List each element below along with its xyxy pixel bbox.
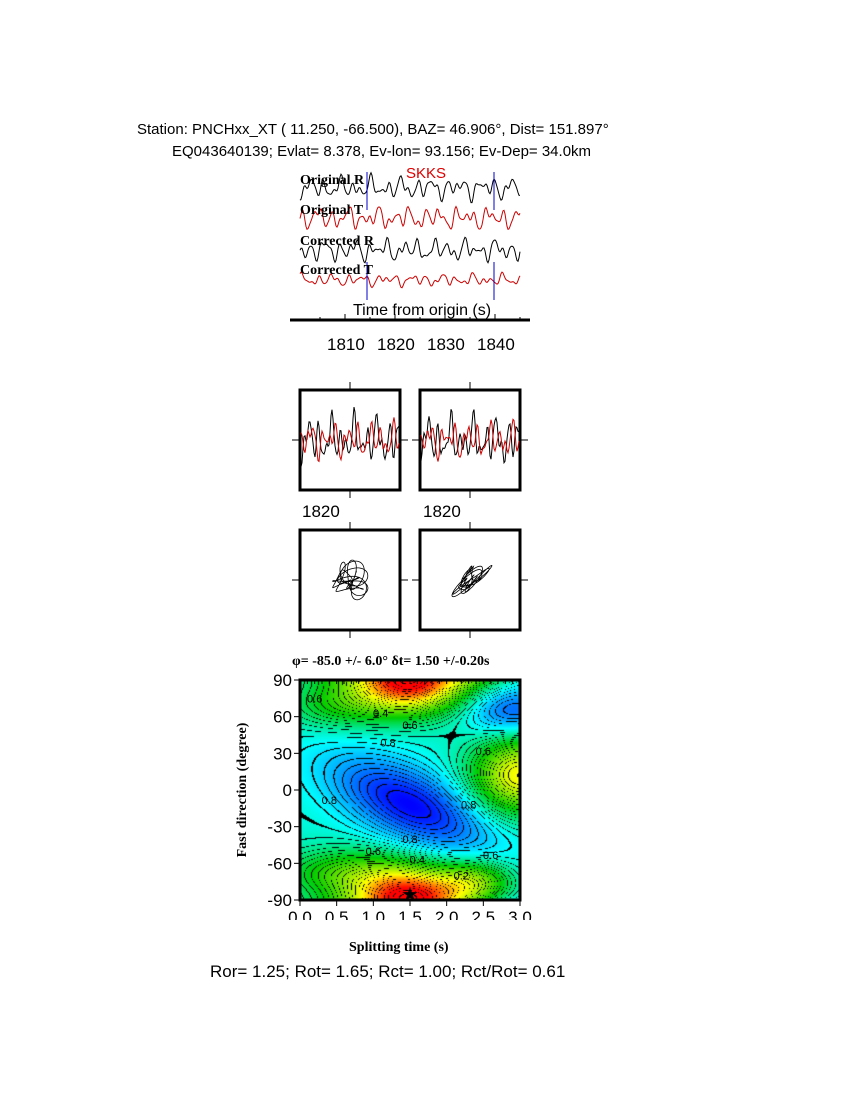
y-tick-label: 0 [283, 781, 292, 800]
trace-corrected-t [299, 271, 521, 289]
trace-label-corrected-r: Corrected R [300, 234, 374, 249]
original-window-trace [300, 417, 400, 463]
contour-ylabel: Fast direction (degree) [235, 722, 250, 858]
trace-label-original-r: Original R [300, 173, 365, 188]
trace-label-corrected-t: Corrected T [300, 263, 373, 278]
corrected-window-trace [420, 418, 520, 462]
y-tick-label: 30 [273, 744, 292, 763]
contour-label: 0.6 [402, 720, 417, 732]
trace-original-t [299, 205, 521, 231]
trace-original-r [299, 171, 521, 204]
traces-xtick: 1830 [427, 335, 465, 354]
contour-label: 0.8 [322, 795, 337, 807]
window-left-xtick: 1820 [302, 502, 340, 521]
trace-corrected-r [299, 236, 521, 264]
x-tick-label: 0.5 [325, 908, 349, 920]
contour-label: 0.8 [380, 737, 395, 749]
x-tick-label: 3.0 [508, 908, 532, 920]
contour-label: 0.4 [410, 855, 425, 867]
x-tick-label: 2.5 [472, 908, 496, 920]
contour-label: 0.6 [366, 846, 381, 858]
contour-frame [298, 678, 522, 902]
x-tick-label: 2.0 [435, 908, 459, 920]
contour-title: φ= -85.0 +/- 6.0° δt= 1.50 +/-0.20s [292, 654, 490, 669]
contour-map [300, 680, 520, 900]
footer-ratios: Ror= 1.25; Rot= 1.65; Rct= 1.00; Rct/Rot… [210, 962, 566, 981]
best-fit-star-icon: ★ [401, 884, 419, 906]
y-tick-label: 60 [273, 708, 292, 727]
traces-panel [290, 171, 530, 322]
header-station-line: Station: PNCHxx_XT ( 11.250, -66.500), B… [137, 121, 609, 138]
corrected-particle-motion [451, 564, 493, 598]
contour-label: 0.8 [402, 834, 417, 846]
y-tick-label: -60 [267, 854, 292, 873]
window-right-xtick: 1820 [423, 502, 461, 521]
traces-xtick: 1840 [477, 335, 515, 354]
traces-xlabel: Time from origin (s) [353, 302, 492, 319]
x-tick-label: 1.5 [398, 908, 422, 920]
contour-xlabel: Splitting time (s) [349, 940, 449, 955]
contour-label: 0.6 [307, 693, 322, 705]
phase-label: SKKS [406, 165, 447, 182]
x-tick-label: 1.0 [362, 908, 386, 920]
contour-label: 0.2 [454, 871, 469, 883]
traces-xtick: 1820 [377, 335, 415, 354]
y-tick-label: -30 [267, 818, 292, 837]
traces-xtick: 1810 [327, 335, 365, 354]
original-particle-motion [332, 559, 369, 601]
y-tick-label: 90 [273, 671, 292, 690]
window-box [298, 388, 402, 492]
trace-label-original-t: Original T [300, 203, 364, 218]
header-event-line: EQ043640139; Evlat= 8.378, Ev-lon= 93.15… [172, 143, 592, 160]
contour-label: 0.4 [373, 708, 388, 720]
y-tick-label: -90 [267, 891, 292, 910]
contour-axes: 0.6 0.4 0.6 0.8 0.6 0.8 0.8 0.8 0.6 0.4 0.6 0.2 ★ 0.0… [267, 671, 532, 920]
window-panels [292, 382, 528, 638]
contour-label: 0.6 [483, 850, 498, 862]
x-tick-label: 0.0 [288, 908, 312, 920]
contour-label: 0.6 [476, 746, 491, 758]
contour-label: 0.8 [461, 800, 476, 812]
